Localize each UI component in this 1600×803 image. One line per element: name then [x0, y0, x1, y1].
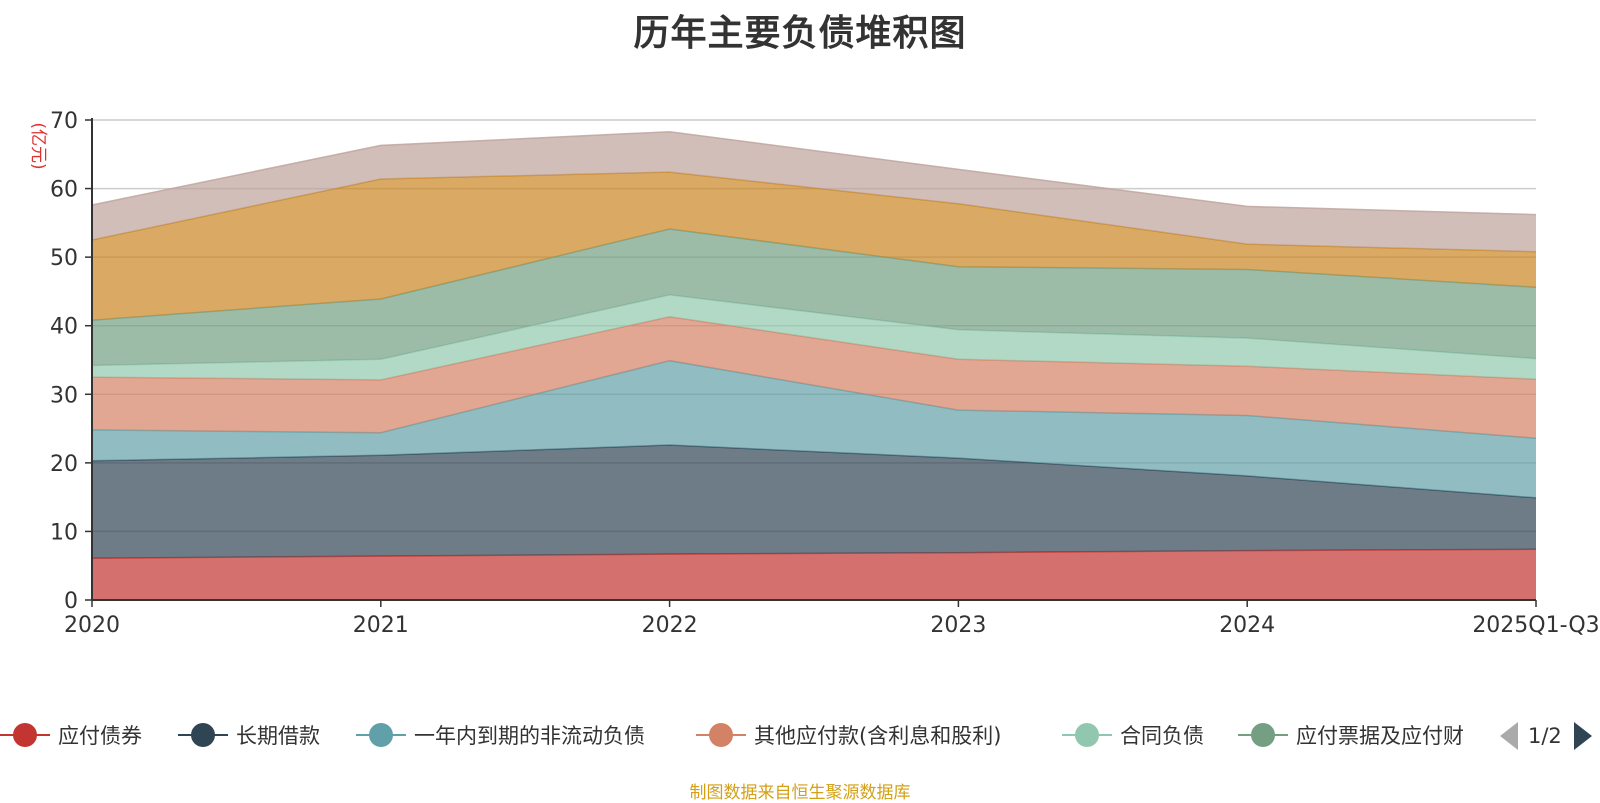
x-tick-label: 2022	[642, 613, 698, 638]
y-tick-label: 70	[50, 109, 78, 134]
y-tick-label: 0	[64, 589, 78, 614]
area-series-edge-8	[91, 130, 1537, 216]
legend-swatch-icon	[356, 720, 406, 750]
legend-label: 一年内到期的非流动负债	[414, 724, 645, 748]
legend-item-current-noncurrent-liabilities[interactable]: 一年内到期的非流动负债	[356, 715, 645, 755]
legend-next-page-icon[interactable]	[1573, 722, 1592, 750]
area-series-2[interactable]	[92, 445, 1536, 559]
legend-prev-page-icon[interactable]	[1500, 722, 1518, 750]
legend-swatch-icon	[178, 720, 228, 750]
legend: 应付债券 长期借款 一年内到期的非流动负债 其他应付款(含利息和股利) 合同负债…	[0, 715, 1600, 755]
y-tick-label: 20	[50, 452, 78, 477]
y-axis-label: (亿元)	[28, 122, 48, 169]
legend-swatch-icon	[0, 720, 50, 750]
legend-label: 合同负债	[1120, 724, 1204, 748]
y-tick-label: 60	[50, 178, 78, 203]
legend-label: 长期借款	[236, 724, 320, 748]
legend-item-contract-liabilities[interactable]: 合同负债	[1062, 715, 1204, 755]
x-tick-label: 2021	[353, 613, 409, 638]
y-tick-label: 50	[50, 246, 78, 271]
legend-swatch-icon	[1238, 720, 1288, 750]
x-tick-label: 2025Q1-Q3	[1472, 613, 1599, 638]
legend-label: 应付票据及应付财	[1296, 724, 1464, 748]
source-note: 制图数据来自恒生聚源数据库	[689, 783, 911, 803]
legend-swatch-icon	[1062, 720, 1112, 750]
legend-swatch-icon	[696, 720, 746, 750]
area-series-3[interactable]	[92, 360, 1536, 498]
chart-title: 历年主要负债堆积图	[633, 13, 967, 54]
x-tick-label: 2023	[930, 613, 986, 638]
area-series-8[interactable]	[92, 131, 1536, 252]
legend-item-long-term-loans[interactable]: 长期借款	[178, 715, 320, 755]
y-tick-label: 30	[50, 383, 78, 408]
legend-item-bonds-payable[interactable]: 应付债券	[0, 715, 142, 755]
y-tick-label: 40	[50, 315, 78, 340]
area-series-4[interactable]	[92, 316, 1536, 439]
legend-item-other-payables[interactable]: 其他应付款(含利息和股利)	[696, 715, 1001, 755]
area-series-5[interactable]	[92, 294, 1536, 380]
stacked-area-chart: 0 10 20 30 40 50 60 70 2020 2021 2022 2023 2024 2025Q…	[28, 109, 1600, 638]
area-series-6[interactable]	[92, 229, 1536, 366]
x-tick-label: 2024	[1219, 613, 1275, 638]
legend-pager: 1/2	[1500, 718, 1592, 754]
legend-label: 应付债券	[58, 724, 142, 748]
legend-page-indicator: 1/2	[1528, 724, 1562, 748]
x-tick-label: 2020	[64, 613, 120, 638]
area-series-edge-1	[91, 548, 1537, 559]
area-series-1[interactable]	[92, 549, 1536, 600]
legend-item-notes-accounts-payable[interactable]: 应付票据及应付财	[1238, 715, 1464, 755]
legend-label: 其他应付款(含利息和股利)	[754, 724, 1002, 748]
area-series-7[interactable]	[92, 172, 1536, 321]
y-tick-label: 10	[50, 520, 78, 545]
